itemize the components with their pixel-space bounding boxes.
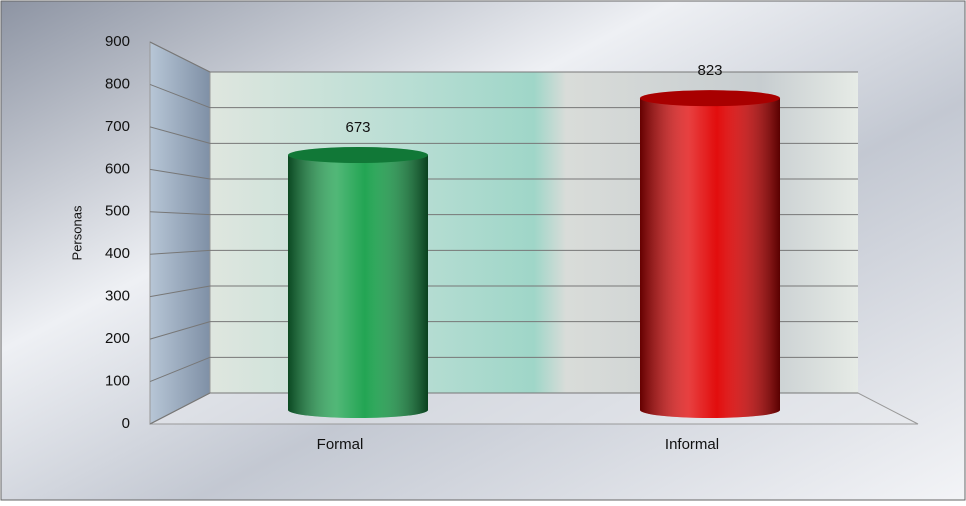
y-tick-label: 500 [105,203,130,220]
bar-top [288,147,428,164]
x-tick-label: Informal [665,436,719,453]
y-tick-label: 400 [105,245,130,262]
y-tick-label: 800 [105,75,130,92]
y-tick-label: 0 [122,415,130,432]
bar-top [640,90,780,107]
y-tick-label: 700 [105,118,130,135]
bar-shade [640,98,780,411]
floor [149,392,919,425]
y-tick-label: 600 [105,160,130,177]
y-tick-label: 900 [105,33,130,50]
y-tick-label: 300 [105,288,130,305]
value-label: 673 [345,119,370,136]
bar-top-shade [640,90,780,107]
side-wall [149,41,211,425]
bar-shade [288,155,428,410]
side-grid-line [149,168,211,180]
bar-top-shade [288,147,428,164]
side-grid-line [149,126,211,144]
side-grid-line [149,249,211,255]
value-label: 823 [697,62,722,79]
side-grid-line [149,321,211,340]
side-grid-line [149,211,211,216]
side-grid-line [149,83,211,109]
y-axis-title: Personas [69,205,84,260]
x-tick-label: Formal [317,436,364,453]
side-grid-line [149,392,211,425]
side-grid-line [149,285,211,298]
side-grid-line [149,41,211,73]
side-grid-line [149,356,211,383]
y-tick-label: 100 [105,373,130,390]
y-tick-label: 200 [105,330,130,347]
